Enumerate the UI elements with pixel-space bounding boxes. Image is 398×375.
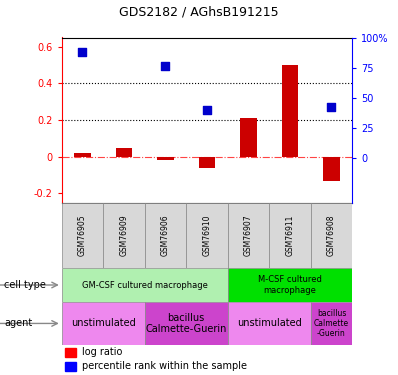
Bar	[311, 202, 352, 268]
Bar	[103, 202, 145, 268]
Text: GSM76911: GSM76911	[285, 214, 295, 256]
Bar	[228, 302, 311, 345]
Bar	[64, 362, 76, 371]
Text: GDS2182 / AGhsB191215: GDS2182 / AGhsB191215	[119, 6, 279, 19]
Text: unstimulated: unstimulated	[71, 318, 136, 328]
Bar	[64, 348, 76, 357]
Bar	[228, 268, 352, 302]
Bar	[74, 153, 91, 157]
Point	[328, 104, 335, 110]
Bar	[228, 202, 269, 268]
Text: GSM76905: GSM76905	[78, 214, 87, 256]
Text: GSM76909: GSM76909	[119, 214, 129, 256]
Point	[204, 106, 210, 112]
Bar	[186, 202, 228, 268]
Text: percentile rank within the sample: percentile rank within the sample	[82, 362, 247, 371]
Bar	[62, 202, 103, 268]
Bar	[311, 302, 352, 345]
Text: cell type: cell type	[4, 280, 46, 290]
Text: M-CSF cultured
macrophage: M-CSF cultured macrophage	[258, 275, 322, 295]
Bar	[145, 202, 186, 268]
Bar	[157, 157, 174, 160]
Bar	[62, 268, 228, 302]
Bar	[269, 202, 311, 268]
Text: GSM76907: GSM76907	[244, 214, 253, 256]
Text: GSM76906: GSM76906	[161, 214, 170, 256]
Point	[162, 63, 169, 69]
Text: unstimulated: unstimulated	[237, 318, 302, 328]
Text: log ratio: log ratio	[82, 347, 123, 357]
Point	[121, 27, 127, 33]
Text: bacillus
Calmette-Guerin: bacillus Calmette-Guerin	[146, 313, 227, 334]
Bar	[199, 157, 215, 168]
Text: GM-CSF cultured macrophage: GM-CSF cultured macrophage	[82, 280, 208, 290]
Bar	[240, 118, 257, 157]
Text: agent: agent	[4, 318, 32, 328]
Bar	[145, 302, 228, 345]
Bar	[282, 65, 298, 157]
Bar	[116, 147, 132, 157]
Point	[79, 49, 86, 55]
Text: bacillus
Calmette
-Guerin: bacillus Calmette -Guerin	[314, 309, 349, 338]
Bar	[323, 157, 340, 180]
Bar	[62, 302, 145, 345]
Text: GSM76908: GSM76908	[327, 214, 336, 256]
Text: GSM76910: GSM76910	[203, 214, 211, 256]
